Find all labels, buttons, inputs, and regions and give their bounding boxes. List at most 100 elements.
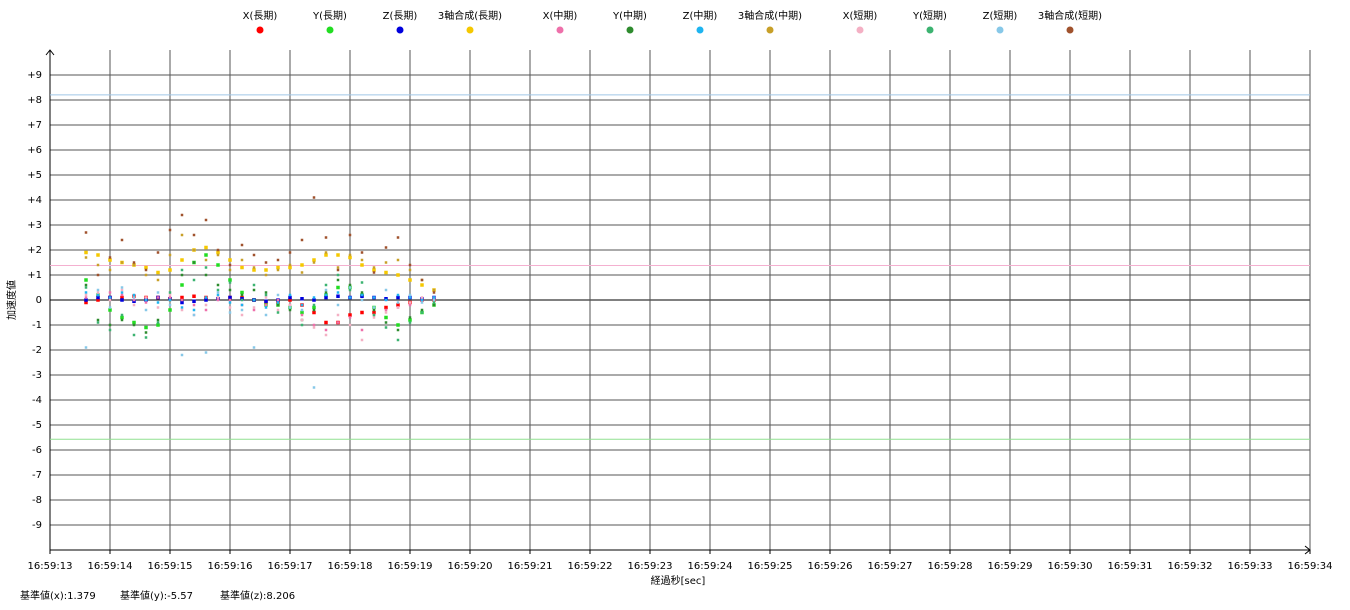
data-point xyxy=(396,306,400,309)
legend-label: Z(長期) xyxy=(383,10,418,22)
data-point xyxy=(372,296,376,299)
data-point xyxy=(288,298,292,302)
data-point xyxy=(156,306,160,309)
data-point xyxy=(420,298,424,302)
data-point xyxy=(324,283,328,287)
data-point xyxy=(204,296,208,299)
data-point xyxy=(336,253,340,257)
data-point xyxy=(132,333,136,337)
data-point xyxy=(336,278,340,282)
data-point xyxy=(132,320,136,325)
data-point xyxy=(372,268,376,272)
data-point xyxy=(156,251,160,254)
data-point xyxy=(228,295,232,300)
data-point xyxy=(276,311,280,314)
data-point xyxy=(96,293,100,297)
data-point xyxy=(156,270,160,275)
data-point xyxy=(300,323,304,327)
data-point xyxy=(432,296,436,299)
data-point xyxy=(432,291,436,294)
x-tick-label: 16:59:20 xyxy=(448,561,493,572)
data-point xyxy=(240,313,244,317)
data-point xyxy=(228,278,232,282)
data-point xyxy=(324,251,328,254)
y-tick-label: -6 xyxy=(32,445,42,456)
legend-marker xyxy=(256,26,264,34)
data-point xyxy=(204,253,208,257)
data-point xyxy=(276,268,280,272)
data-point xyxy=(252,283,256,287)
data-point xyxy=(372,316,376,319)
y-axis-arrow xyxy=(45,49,55,56)
legend-label: 3軸合成(長期) xyxy=(438,9,502,22)
data-point xyxy=(408,268,412,272)
x-tick-label: 16:59:21 xyxy=(508,561,553,572)
data-point xyxy=(420,311,424,314)
data-point xyxy=(348,233,352,237)
y-tick-label: +8 xyxy=(27,95,42,106)
data-point xyxy=(396,273,400,277)
y-tick-label: +3 xyxy=(27,220,42,231)
y-tick-label: -4 xyxy=(32,395,42,406)
data-point xyxy=(360,338,364,342)
x-tick-label: 16:59:31 xyxy=(1108,561,1153,572)
data-point xyxy=(348,286,352,289)
data-point xyxy=(132,298,136,302)
data-point xyxy=(288,295,292,300)
data-point xyxy=(336,303,340,307)
data-point xyxy=(276,293,280,297)
data-point xyxy=(228,298,232,302)
data-point xyxy=(132,293,136,297)
data-point xyxy=(84,293,88,297)
y-tick-label: -1 xyxy=(32,320,42,331)
data-point xyxy=(384,326,388,329)
data-point xyxy=(192,248,196,252)
legend-marker xyxy=(1066,26,1074,34)
data-point xyxy=(240,265,244,270)
data-point xyxy=(108,256,112,259)
data-point xyxy=(276,303,280,307)
data-point xyxy=(360,298,364,302)
legend-marker xyxy=(766,26,774,34)
data-point xyxy=(120,288,124,292)
data-point xyxy=(264,313,268,317)
data-point xyxy=(288,293,292,297)
data-point xyxy=(204,218,208,222)
data-point xyxy=(288,306,292,309)
data-point xyxy=(108,296,112,299)
x-axis-arrow xyxy=(1304,545,1311,555)
data-point xyxy=(120,286,124,289)
data-point xyxy=(384,288,388,292)
data-point xyxy=(408,316,412,319)
data-point xyxy=(432,288,436,292)
data-point xyxy=(264,299,268,303)
data-point xyxy=(312,258,316,262)
data-point xyxy=(192,303,196,307)
y-tick-label: +9 xyxy=(27,70,42,81)
data-point xyxy=(324,295,328,300)
x-tick-label: 16:59:23 xyxy=(628,561,673,572)
data-point xyxy=(252,298,256,302)
data-point xyxy=(372,310,376,315)
data-point xyxy=(396,328,400,332)
data-point xyxy=(408,321,412,324)
data-point xyxy=(252,288,256,292)
data-point xyxy=(84,250,88,255)
data-point xyxy=(216,298,220,302)
data-point xyxy=(180,268,184,272)
data-point xyxy=(132,296,136,299)
data-point xyxy=(168,253,172,257)
data-point xyxy=(288,308,292,312)
data-point xyxy=(168,298,172,302)
data-point xyxy=(84,283,88,287)
data-point xyxy=(132,303,136,307)
data-point xyxy=(144,296,148,299)
x-tick-label: 16:59:33 xyxy=(1228,561,1273,572)
data-point xyxy=(252,308,256,312)
data-point xyxy=(192,294,196,298)
data-point xyxy=(228,268,232,272)
data-point xyxy=(156,318,160,322)
legend-marker xyxy=(556,26,564,34)
data-point xyxy=(324,320,328,325)
data-point xyxy=(300,271,304,274)
